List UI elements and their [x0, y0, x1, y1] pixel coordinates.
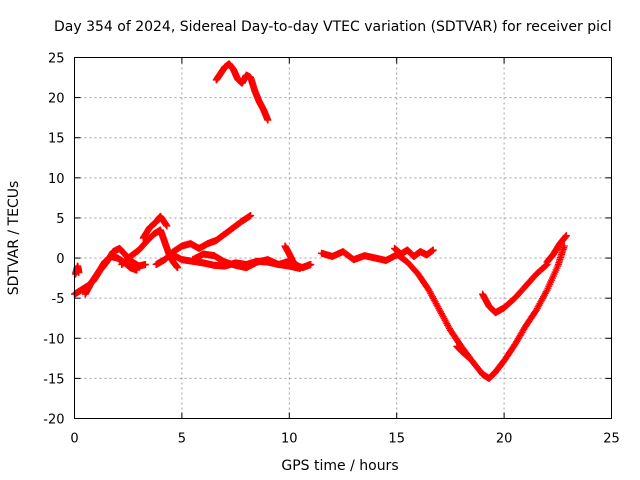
plus-marker: [75, 268, 83, 276]
series-sat-e: [118, 226, 182, 272]
plus-marker: [542, 261, 550, 269]
series-sat-i: [189, 250, 293, 272]
plus-marker: [163, 222, 171, 230]
series-sat-j: [281, 242, 315, 272]
series-sat-o: [543, 232, 570, 266]
x-tick-label: 15: [388, 432, 405, 447]
x-tick-label: 20: [496, 432, 513, 447]
y-tick-label: 15: [48, 132, 65, 147]
plus-marker: [247, 212, 255, 220]
plus-marker: [307, 260, 315, 268]
y-tick-label: 20: [48, 92, 65, 107]
series-sat-p: [453, 342, 474, 362]
series-sat-m: [393, 242, 568, 382]
plus-marker: [429, 246, 437, 254]
y-tick-labels: -20 -15 -10 -5 0 5 10 15 20 25: [43, 52, 64, 428]
plus-marker: [174, 264, 182, 272]
y-axis-label: SDTVAR / TECUs: [6, 181, 22, 296]
plus-marker: [141, 260, 149, 268]
y-tick-label: 5: [56, 212, 64, 227]
y-tick-label: 0: [56, 252, 64, 267]
axis-ticks: [74, 57, 612, 419]
data-points: [71, 60, 570, 382]
series-sat-k: [318, 248, 401, 264]
y-tick-label: 10: [48, 172, 65, 187]
plus-marker: [133, 266, 141, 274]
y-tick-label: -10: [43, 332, 64, 347]
series-sat-f: [139, 212, 171, 242]
x-axis-label: GPS time / hours: [281, 458, 398, 474]
grid: [74, 57, 612, 419]
y-tick-label: -15: [43, 372, 64, 387]
plus-marker: [562, 232, 570, 240]
chart-title: Day 354 of 2024, Sidereal Day-to-day VTE…: [54, 19, 612, 35]
x-tick-label: 10: [281, 432, 298, 447]
plus-marker: [466, 354, 474, 362]
x-tick-label: 5: [178, 432, 186, 447]
series-sat-a: [212, 60, 272, 124]
plot-frame: [74, 57, 612, 419]
y-tick-label: -20: [43, 413, 64, 428]
x-tick-label: 0: [70, 432, 78, 447]
y-tick-label: 25: [48, 52, 65, 67]
plus-marker: [264, 116, 272, 124]
series-sat-d: [72, 262, 83, 278]
x-tick-label: 25: [603, 432, 620, 447]
x-tick-labels: 0 5 10 15 20 25: [70, 432, 619, 447]
y-tick-label: -5: [52, 292, 65, 307]
